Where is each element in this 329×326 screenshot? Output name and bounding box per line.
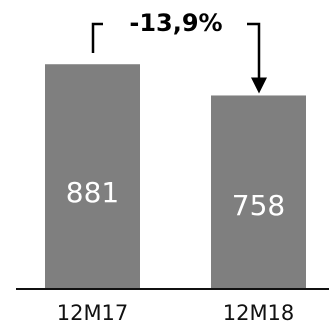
bars-group (45, 64, 306, 288)
bar-12M17 (45, 64, 140, 288)
x-tick-labels-group: 12M17 12M18 (57, 301, 295, 325)
bar-value-label: 758 (232, 189, 285, 222)
change-label: -13,9% (129, 9, 222, 37)
bar-12M18 (211, 95, 306, 288)
bar-value-label: 881 (66, 176, 119, 209)
change-annotation: -13,9% (91, 9, 267, 94)
bar-labels-group: 881 758 (66, 176, 285, 222)
change-bracket (91, 22, 261, 80)
x-tick-label: 12M18 (223, 301, 295, 325)
x-tick-label: 12M17 (57, 301, 129, 325)
down-arrow-icon (251, 77, 267, 94)
